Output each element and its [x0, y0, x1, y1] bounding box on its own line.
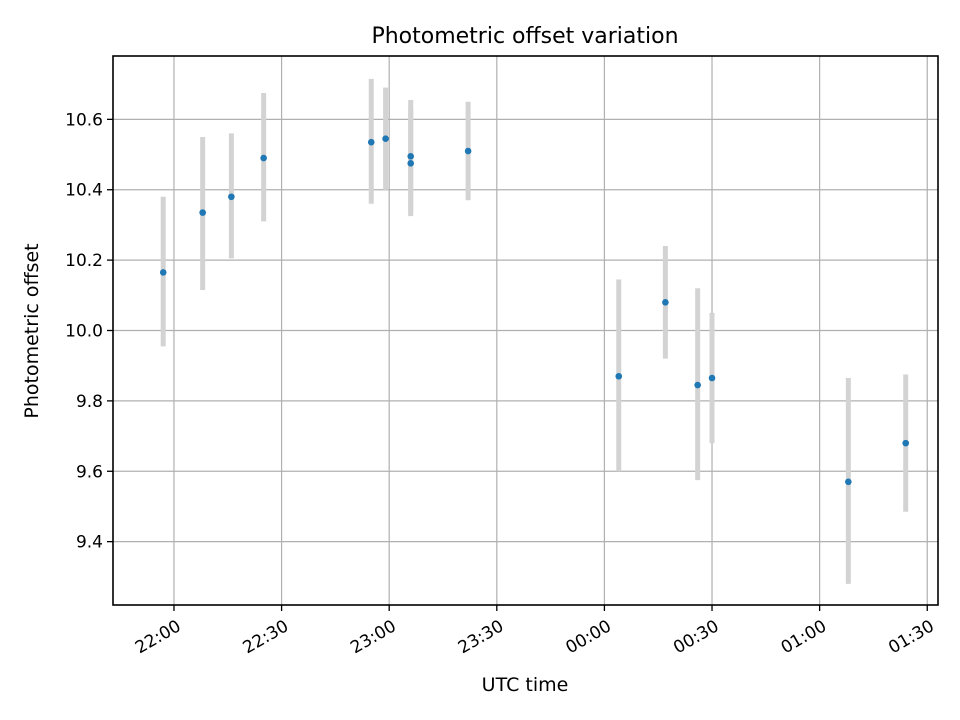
x-tick-label: 22:30	[240, 616, 292, 658]
chart-title: Photometric offset variation	[371, 24, 678, 49]
data-point	[407, 152, 415, 160]
data-point	[845, 478, 852, 486]
x-tick-label: 22:00	[132, 616, 184, 658]
x-tick-label: 00:30	[670, 616, 722, 658]
y-axis-label: Photometric offset	[21, 243, 43, 418]
data-point	[708, 374, 716, 382]
data-point	[407, 160, 415, 167]
data-point	[228, 193, 235, 201]
x-tick-label: 23:30	[455, 616, 507, 658]
x-axis-ticks: 22:00 22:30 23:00 23:30 00:00 00:30 01:00 01:30	[132, 605, 938, 658]
data-point	[382, 135, 389, 143]
x-axis-label: UTC time	[482, 674, 569, 696]
x-tick-label: 00:00	[562, 616, 614, 658]
y-axis-ticks: 9.4 9.6 9.8 10.0 10.2 10.4 10.6	[65, 110, 113, 553]
data-point	[464, 147, 472, 155]
y-tick-label: 9.6	[76, 462, 103, 482]
data-point	[902, 439, 910, 447]
data-point	[694, 381, 701, 389]
x-tick-label: 01:30	[885, 616, 937, 658]
grid-lines	[113, 56, 938, 605]
x-tick-label: 01:00	[778, 616, 830, 658]
error-bars	[160, 78, 909, 584]
y-tick-label: 10.6	[65, 110, 103, 130]
y-tick-label: 10.4	[65, 181, 103, 201]
data-point	[662, 299, 669, 306]
data-point	[260, 154, 267, 162]
y-tick-label: 9.8	[76, 392, 103, 412]
data-point	[615, 372, 623, 380]
y-tick-label: 10.0	[65, 322, 103, 342]
y-tick-label: 9.4	[76, 533, 103, 553]
y-tick-label: 10.2	[65, 251, 103, 271]
data-point	[199, 209, 206, 216]
data-points	[159, 135, 910, 486]
x-tick-label: 23:00	[347, 616, 399, 658]
data-point	[159, 269, 167, 276]
data-point	[367, 138, 375, 146]
